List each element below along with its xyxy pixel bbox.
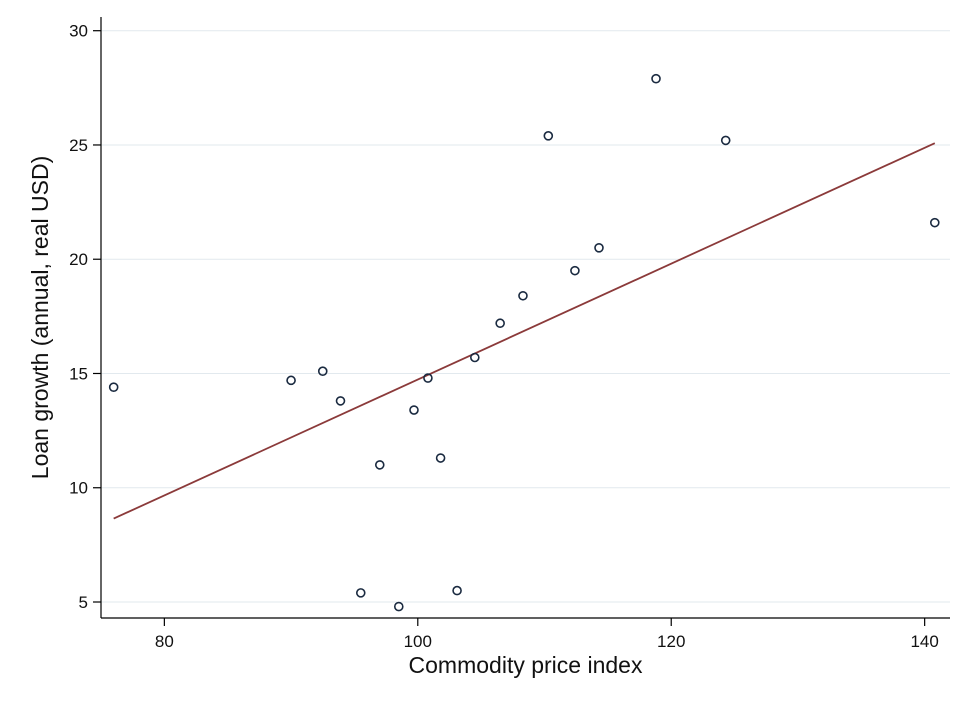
y-tick-label: 5: [79, 593, 88, 612]
fit-line-group: [113, 142, 936, 520]
x-axis-label: Commodity price index: [409, 652, 643, 678]
data-point: [720, 135, 731, 146]
data-point: [594, 243, 604, 253]
data-point: [317, 366, 328, 377]
data-points: [108, 73, 940, 612]
data-point: [452, 585, 462, 596]
gridlines: [101, 30, 950, 603]
data-point: [374, 460, 385, 470]
y-tick-label: 25: [69, 136, 88, 155]
data-point: [495, 318, 505, 329]
x-tick-label: 120: [657, 632, 685, 651]
data-point: [335, 396, 346, 406]
y-tick-label: 20: [69, 250, 88, 269]
data-point: [543, 131, 554, 141]
data-point: [423, 373, 433, 383]
fit-line: [113, 142, 936, 520]
y-axis-label: Loan growth (annual, real USD): [27, 156, 53, 479]
data-point: [929, 217, 940, 228]
y-tick-label: 15: [69, 364, 88, 383]
x-tick-label: 140: [910, 632, 938, 651]
y-axis-ticks: 5 10 15 20 25 30: [69, 22, 101, 612]
data-point: [355, 588, 366, 598]
x-tick-label: 80: [155, 632, 174, 651]
data-point: [108, 382, 119, 392]
y-tick-label: 10: [69, 479, 88, 498]
data-point: [518, 290, 528, 301]
data-point: [470, 352, 480, 363]
x-axis-ticks: 80 100 120 140: [155, 618, 939, 651]
data-point: [435, 453, 446, 463]
data-point: [409, 405, 419, 415]
data-point: [393, 601, 404, 612]
data-point: [570, 265, 580, 276]
data-point: [651, 73, 661, 84]
data-point: [286, 375, 296, 386]
y-tick-label: 30: [69, 22, 88, 41]
axes: [100, 17, 950, 619]
x-tick-label: 100: [404, 632, 432, 651]
